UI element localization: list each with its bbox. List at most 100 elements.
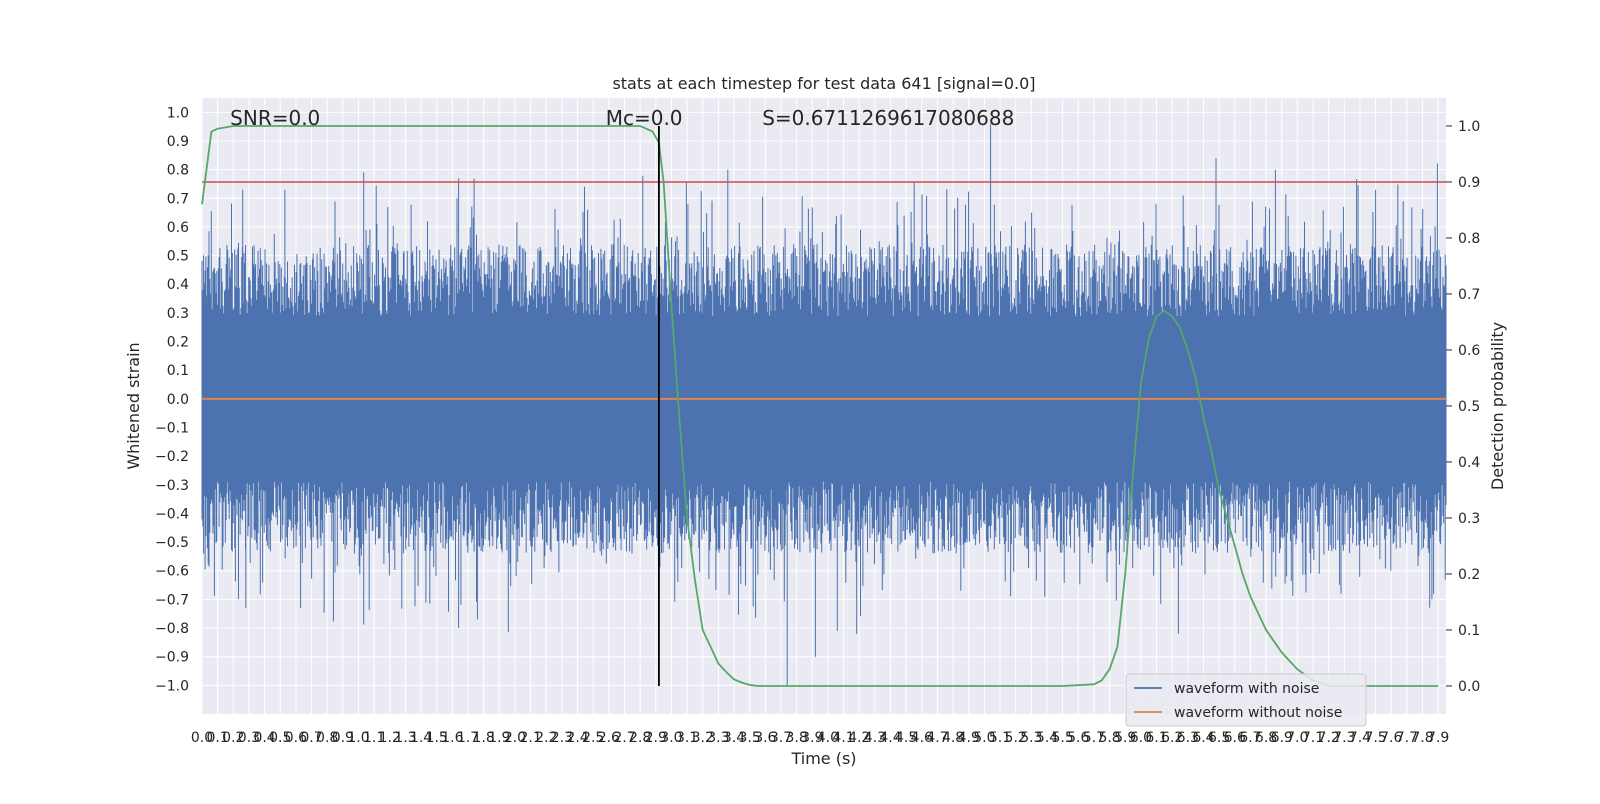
series-lines [201,125,1446,687]
y-axis-label-right: Detection probability [1488,322,1507,490]
x-tick-label: 6.6 [1224,730,1246,746]
y-left-tick-label: 0.7 [167,191,189,207]
x-tick-label: 0.6 [285,730,307,746]
x-tick-label: 5.5 [1051,730,1073,746]
y-right-tick-label: 0.8 [1458,231,1480,247]
x-tick-label: 1.4 [410,730,432,746]
x-tick-label: 7.4 [1349,730,1371,746]
series-detection-probability [201,125,1439,687]
x-tick-label: 2.9 [645,730,667,746]
x-tick-label: 3.2 [692,730,714,746]
x-tick-label: 6.4 [1192,730,1214,746]
x-tick-label: 7.3 [1333,730,1355,746]
x-tick-label: 5.3 [1020,730,1042,746]
y-left-tick-label: 0.1 [167,363,189,379]
y-right-tick-label: 0.2 [1458,567,1480,583]
legend-entry: waveform with noise [1174,681,1319,697]
y-left-tick-label: 0.9 [167,134,189,150]
chart-title: stats at each timestep for test data 641… [612,74,1035,93]
noisy-waveform [201,123,1447,686]
x-tick-label: 1.0 [347,730,369,746]
y-left-tick-label: −0.1 [155,420,189,436]
x-tick-label: 1.2 [379,730,401,746]
x-tick-label: 3.4 [723,730,745,746]
x-tick-label: 6.2 [1161,730,1183,746]
y-right-tick-label: 0.1 [1458,623,1480,639]
x-tick-label: 1.8 [473,730,495,746]
x-tick-label: 6.7 [1239,730,1261,746]
x-tick-label: 3.1 [676,730,698,746]
x-tick-label: 4.7 [926,730,948,746]
x-tick-label: 4.1 [832,730,854,746]
x-tick-label: 2.5 [582,730,604,746]
x-tick-label: 3.7 [770,730,792,746]
x-tick-label: 5.1 [989,730,1011,746]
x-tick-label: 2.7 [613,730,635,746]
y-left-tick-label: 0.0 [167,392,189,408]
x-tick-label: 6.9 [1271,730,1293,746]
x-tick-label: 7.8 [1411,730,1433,746]
y-right-tick-label: 0.4 [1458,455,1480,471]
y-left-tick-label: −0.8 [155,621,189,637]
y-left-tick-label: 0.3 [167,306,189,322]
x-tick-label: 1.7 [457,730,479,746]
legend: waveform with noise waveform without nois… [1125,673,1367,727]
x-tick-label: 5.7 [1083,730,1105,746]
x-tick-label: 4.0 [817,730,839,746]
legend-entry: waveform without noise [1174,705,1342,721]
x-tick-label: 0.7 [300,730,322,746]
y-left-tick-label: 1.0 [167,105,189,121]
x-tick-label: 7.7 [1396,730,1418,746]
x-tick-label: 6.3 [1177,730,1199,746]
x-tick-label: 2.8 [629,730,651,746]
x-tick-label: 0.5 [269,730,291,746]
y-left-tick-label: 0.6 [167,220,189,236]
y-right-tick-label: 0.3 [1458,511,1480,527]
x-tick-label: 4.5 [895,730,917,746]
x-tick-label: 0.8 [316,730,338,746]
annotation-text: S=0.6711269617080688 [762,106,1014,130]
x-tick-label: 4.4 [879,730,901,746]
x-tick-label: 1.1 [363,730,385,746]
x-tick-label: 2.3 [551,730,573,746]
y-left-tick-label: −1.0 [155,678,189,694]
x-tick-label: 0.3 [238,730,260,746]
annotation-text: Mc=0.0 [606,106,683,130]
y-left-tick-label: −0.9 [155,650,189,666]
y-left-tick-label: 0.4 [167,277,189,293]
y-right-tick-label: 0.6 [1458,343,1480,359]
x-tick-label: 4.2 [848,730,870,746]
x-tick-label: 0.9 [332,730,354,746]
axes: 0.00.10.20.30.40.50.60.70.80.91.01.11.21… [155,105,1480,746]
x-tick-label: 3.6 [754,730,776,746]
y-left-tick-label: 0.2 [167,335,189,351]
legend-box [1125,673,1367,727]
x-tick-label: 2.0 [504,730,526,746]
y-right-tick-label: 0.9 [1458,175,1480,191]
y-left-tick-label: 0.8 [167,163,189,179]
x-tick-label: 3.8 [785,730,807,746]
x-tick-label: 6.8 [1255,730,1277,746]
series-waveform-with-noise [201,123,1447,686]
x-tick-label: 5.4 [1036,730,1058,746]
y-right-tick-label: 0.0 [1458,679,1480,695]
x-tick-label: 5.2 [1005,730,1027,746]
x-tick-label: 5.9 [1114,730,1136,746]
x-tick-label: 0.4 [253,730,275,746]
y-left-tick-label: −0.6 [155,564,189,580]
annotation-text: SNR=0.0 [230,106,320,130]
y-axis-label-left: Whitened strain [124,342,143,469]
y-right-tick-label: 0.5 [1458,399,1480,415]
x-tick-label: 7.6 [1380,730,1402,746]
y-left-tick-label: −0.3 [155,478,189,494]
y-right-tick-label: 0.7 [1458,287,1480,303]
x-tick-label: 2.6 [598,730,620,746]
x-tick-label: 3.5 [739,730,761,746]
x-tick-label: 6.5 [1208,730,1230,746]
x-tick-label: 2.2 [535,730,557,746]
x-tick-label: 4.3 [864,730,886,746]
x-tick-label: 3.3 [707,730,729,746]
x-tick-label: 7.1 [1302,730,1324,746]
